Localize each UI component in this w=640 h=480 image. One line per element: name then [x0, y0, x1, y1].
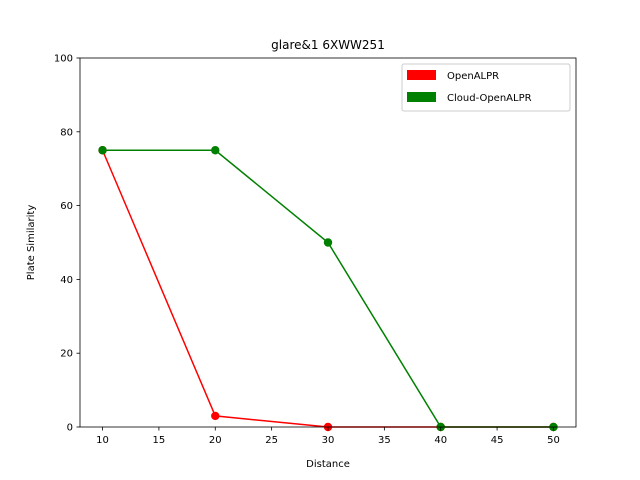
- x-tick-label: 30: [322, 435, 335, 446]
- y-axis-label: Plate Similarity: [26, 205, 37, 281]
- x-axis-label: Distance: [306, 459, 350, 470]
- y-axis-ticks: 0 20 40 60 80 100: [54, 54, 80, 434]
- chart-title: glare&1 6XWW251: [271, 38, 385, 52]
- y-tick-label: 100: [54, 54, 73, 65]
- x-tick-label: 35: [378, 435, 391, 446]
- y-tick-label: 80: [60, 127, 73, 138]
- y-tick-label: 0: [67, 423, 73, 434]
- legend: OpenALPR Cloud-OpenALPR: [401, 63, 571, 112]
- x-tick-label: 40: [434, 435, 447, 446]
- legend-label-cloud-openalpr: Cloud-OpenALPR: [447, 93, 532, 104]
- data-point-cloud-openalpr: [323, 238, 333, 247]
- data-point-cloud-openalpr: [211, 146, 220, 155]
- plot-frame: [79, 57, 577, 428]
- x-tick-label: 15: [153, 435, 166, 446]
- x-axis-ticks: 10 15 20 25 30 35 40 45 50: [96, 427, 560, 446]
- y-tick-label: 40: [60, 275, 73, 286]
- data-point-cloud-openalpr: [98, 146, 107, 155]
- data-point-openalpr: [211, 411, 220, 421]
- y-tick-label: 20: [60, 349, 73, 360]
- x-tick-label: 25: [265, 435, 278, 446]
- legend-swatch-openalpr: [407, 70, 436, 80]
- x-tick-label: 10: [96, 435, 109, 446]
- x-tick-label: 50: [547, 435, 560, 446]
- legend-label-openalpr: OpenALPR: [447, 71, 499, 82]
- legend-frame: [401, 63, 571, 112]
- x-tick-label: 45: [491, 435, 504, 446]
- x-tick-label: 20: [209, 435, 222, 446]
- legend-swatch-cloud-openalpr: [407, 92, 436, 102]
- y-tick-label: 60: [60, 201, 73, 212]
